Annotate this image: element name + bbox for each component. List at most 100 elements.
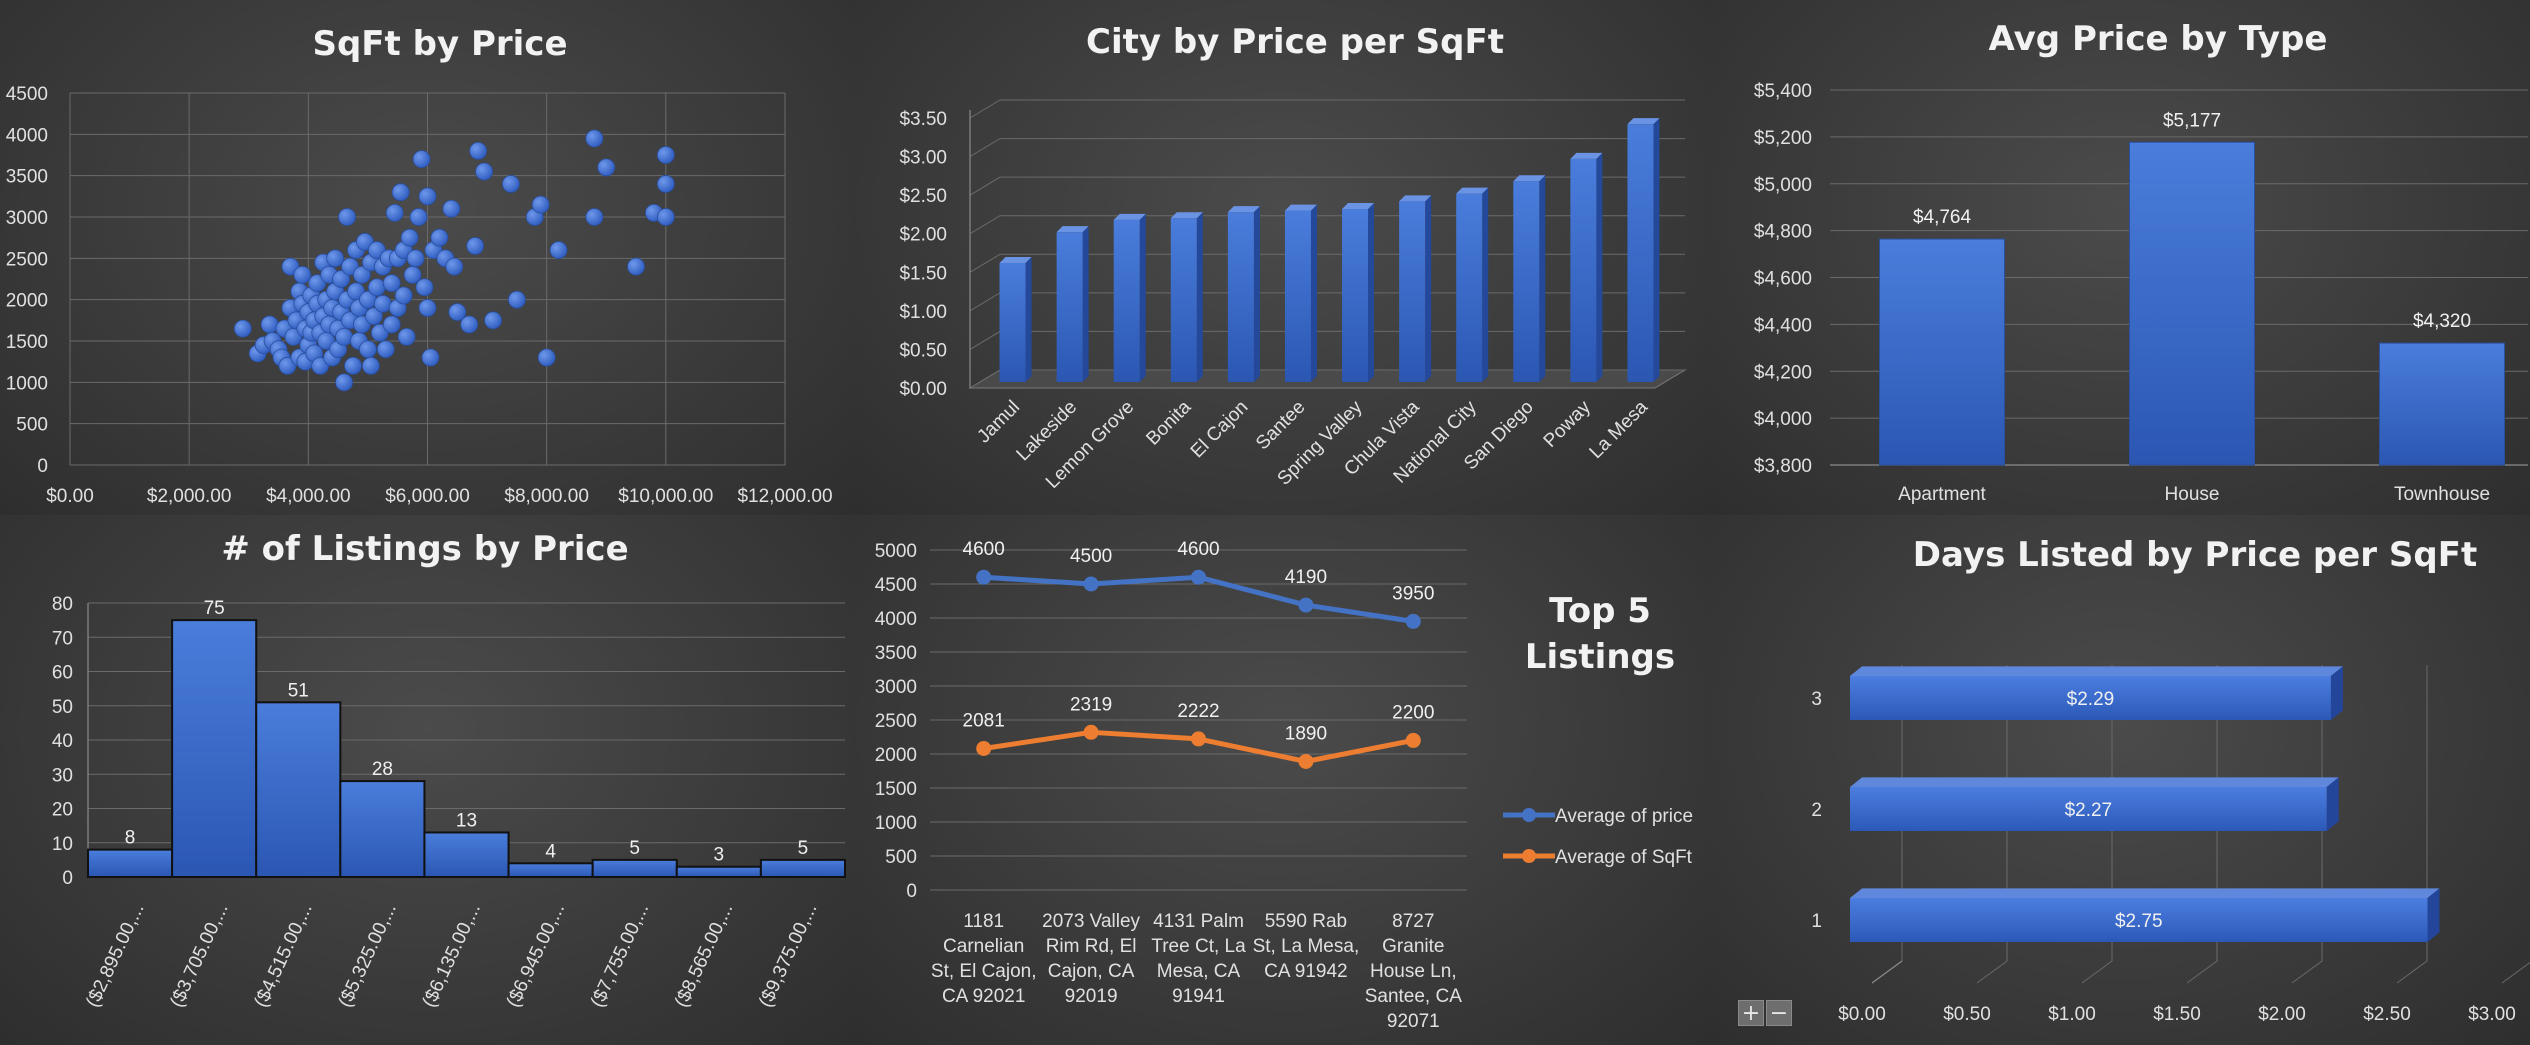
scatter-point bbox=[335, 327, 353, 346]
bar-end bbox=[2326, 777, 2339, 831]
chart-title: Avg Price by Type bbox=[1989, 19, 2328, 59]
series-point bbox=[1298, 753, 1314, 769]
scatter-point bbox=[233, 319, 252, 338]
y-tick-label: 70 bbox=[52, 628, 73, 649]
x-tick-label: 92071 bbox=[1387, 1011, 1440, 1032]
y-tick-label: $1.50 bbox=[899, 263, 947, 284]
zoom-out-button[interactable]: − bbox=[1766, 1000, 1792, 1026]
x-tick-label: $0.00 bbox=[1838, 1004, 1886, 1025]
x-tick-label: ($9,375.00,... bbox=[755, 900, 821, 1010]
bar-top bbox=[1850, 888, 2440, 898]
scatter-point bbox=[412, 150, 431, 169]
scatter-point bbox=[597, 158, 616, 177]
bar bbox=[2129, 141, 2255, 466]
data-label: 13 bbox=[456, 810, 477, 831]
y-tick-label: 2500 bbox=[875, 711, 917, 732]
x-tick-label: La Mesa bbox=[1586, 396, 1653, 463]
series-point bbox=[1191, 569, 1206, 585]
scatter-point bbox=[382, 315, 401, 334]
bar-end bbox=[2427, 888, 2440, 942]
y-tick-label: 2 bbox=[1811, 800, 1822, 821]
x-tick-label: Carnelian bbox=[943, 936, 1024, 957]
bar-top bbox=[1284, 204, 1317, 211]
bar-top bbox=[1399, 195, 1432, 202]
scatter-point bbox=[445, 257, 464, 276]
scatter-point bbox=[391, 183, 410, 202]
x-tick-label: House bbox=[2165, 484, 2220, 505]
city-price-chart: City by Price per SqFt $0.00 $0.50 $1.00 $1.… bbox=[899, 22, 1687, 493]
data-label: 2222 bbox=[1177, 701, 1219, 722]
data-label: 4600 bbox=[963, 539, 1005, 560]
data-label: 8 bbox=[125, 828, 136, 849]
x-tick-label: ($6,135.00,... bbox=[419, 900, 485, 1010]
scatter-point bbox=[656, 208, 675, 226]
y-tick-label: 1000 bbox=[6, 373, 48, 394]
scatter-chart-panel[interactable]: SqFt by Price 0 500 1000 1500 2000 2500 3000 350… bbox=[0, 0, 855, 515]
bar-side bbox=[1139, 213, 1146, 382]
bar bbox=[1850, 676, 2331, 720]
scatter-point bbox=[332, 270, 351, 288]
bar-side bbox=[1025, 257, 1032, 382]
bar-top bbox=[1113, 213, 1146, 220]
data-label: 4600 bbox=[1177, 539, 1219, 560]
scatter-point bbox=[585, 208, 604, 226]
scatter-point bbox=[627, 257, 645, 276]
data-label: 2081 bbox=[963, 710, 1005, 731]
bar-end bbox=[2330, 666, 2343, 720]
bar-top bbox=[1227, 206, 1260, 213]
y-tick-label: 10 bbox=[52, 834, 73, 855]
scatter-point bbox=[338, 208, 356, 226]
bar bbox=[1342, 209, 1369, 382]
listings-histogram-panel[interactable]: # of Listings by Price 0 10 20 30 40 50 60 70 80 8… bbox=[0, 515, 855, 1045]
series-point bbox=[1083, 724, 1099, 740]
x-tick-label: $1.50 bbox=[2153, 1004, 2201, 1025]
x-tick-label: $3.00 bbox=[2468, 1004, 2516, 1025]
y-tick-label: 1000 bbox=[875, 813, 917, 834]
data-label: 4190 bbox=[1285, 567, 1327, 588]
x-tick-label: $8,000.00 bbox=[504, 486, 589, 507]
zoom-in-button[interactable]: + bbox=[1738, 1000, 1764, 1026]
x-tick-label: Granite bbox=[1382, 936, 1444, 957]
x-tick-label: $0.50 bbox=[1943, 1004, 1991, 1025]
type-price-chart-panel[interactable]: Avg Price by Type $3,800 $4,000 $4,200 $4,40… bbox=[1710, 0, 2530, 515]
y-gridline bbox=[969, 176, 1685, 196]
bar bbox=[1284, 210, 1311, 382]
y-tick-label: 3000 bbox=[875, 677, 917, 698]
scatter-point bbox=[385, 203, 404, 222]
top5-listings-panel[interactable]: Top 5 Listings 0 500 1000 1500 2000 2500 3000 350… bbox=[855, 515, 1710, 1045]
x-tick-label: Jamul bbox=[973, 397, 1024, 448]
bar bbox=[1570, 158, 1597, 382]
bar-side bbox=[1425, 195, 1432, 382]
data-label: 5 bbox=[798, 838, 809, 859]
y-tick-label: $5,400 bbox=[1754, 81, 1812, 102]
x-gridline bbox=[2291, 665, 2323, 984]
scatter-chart: SqFt by Price 0 500 1000 1500 2000 2500 3000 350… bbox=[6, 24, 833, 507]
x-tick-label: $1.00 bbox=[2048, 1004, 2096, 1025]
x-tick-label: 4131 Palm bbox=[1153, 911, 1244, 932]
x-tick-label: ($7,755.00,... bbox=[587, 900, 653, 1010]
x-tick-label: House Ln, bbox=[1370, 961, 1457, 982]
y-tick-label: 0 bbox=[906, 881, 917, 902]
scatter-point bbox=[394, 286, 413, 305]
scatter-point bbox=[335, 373, 353, 392]
days-listed-chart-panel[interactable]: Days Listed by Price per SqFt $0.00 $0.50 $… bbox=[1710, 515, 2530, 1045]
scatter-point bbox=[430, 228, 449, 247]
x-tick-label: ($8,565.00,... bbox=[671, 900, 737, 1010]
data-label: 4 bbox=[545, 841, 556, 862]
x-gridline bbox=[2186, 665, 2218, 984]
scatter-point bbox=[475, 162, 494, 181]
y-tick-label: $2.00 bbox=[899, 225, 947, 246]
histogram-bar bbox=[507, 862, 594, 878]
histogram-bar bbox=[339, 780, 426, 879]
histogram-bar bbox=[171, 619, 258, 878]
x-tick-label: 92019 bbox=[1065, 986, 1118, 1007]
scatter-point bbox=[466, 237, 485, 255]
y-tick-label: 2500 bbox=[6, 249, 48, 270]
scatter-point bbox=[409, 208, 428, 226]
scatter-point bbox=[367, 278, 386, 297]
x-gridline bbox=[2081, 665, 2113, 984]
chart-title: # of Listings by Price bbox=[221, 529, 628, 569]
x-tick-label: 1181 bbox=[963, 911, 1004, 932]
scatter-point bbox=[406, 249, 425, 268]
city-price-chart-panel[interactable]: City by Price per SqFt $0.00 $0.50 $1.00 $1.… bbox=[855, 0, 1710, 515]
